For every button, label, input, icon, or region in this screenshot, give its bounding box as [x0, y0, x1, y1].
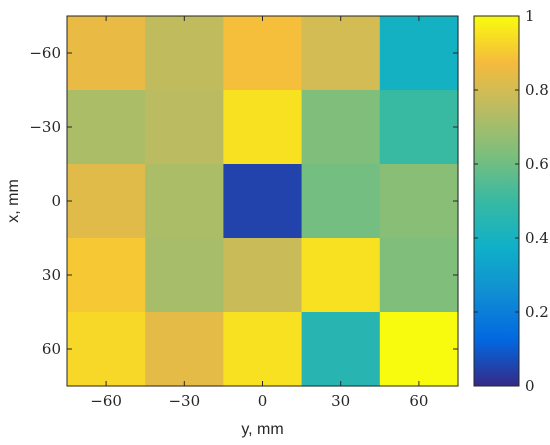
heatmap-cell [145, 164, 224, 239]
colorbar-frame [473, 15, 520, 387]
heatmap-cell [379, 164, 459, 239]
heatmap-cell [67, 238, 146, 313]
colorbar [474, 16, 519, 386]
heatmap-cell [379, 16, 459, 91]
y-tick-label: 30 [42, 266, 61, 284]
x-tick-label: −60 [90, 392, 122, 410]
heatmap-cell [145, 312, 224, 387]
x-axis-label: y, mm [241, 421, 283, 438]
heatmap-cell [223, 164, 303, 239]
colorbar-tick-label: 0.2 [525, 303, 549, 321]
heatmap-cell [145, 90, 224, 165]
x-tick-label: −30 [168, 392, 200, 410]
heatmap-cell [379, 90, 459, 165]
heatmap-cell [301, 164, 381, 239]
y-tick-label: −60 [29, 44, 61, 62]
y-tick-label: 0 [51, 192, 61, 210]
heatmap-cell [67, 312, 146, 387]
heatmap-cell [379, 238, 459, 313]
y-tick-label: 60 [42, 340, 61, 358]
heatmap-cell [301, 16, 381, 91]
heatmap-cell [67, 164, 146, 239]
heatmap-cell [301, 312, 381, 387]
heatmap-cell [145, 238, 224, 313]
heatmap-cell [223, 312, 303, 387]
heatmap-cell [301, 238, 381, 313]
heatmap-cell [145, 16, 224, 91]
colorbar-tick-label: 0.4 [525, 229, 549, 247]
heatmap-cell [379, 312, 459, 387]
colorbar-axis: 0 0.2 0.4 0.6 0.8 1 [474, 7, 549, 395]
colorbar-tick-label: 0.6 [525, 155, 549, 173]
x-tick-label: 60 [409, 392, 428, 410]
heatmap-cell [223, 90, 303, 165]
colorbar-tick-label: 0 [525, 377, 535, 395]
y-axis: −60 −30 0 30 60 [29, 44, 458, 358]
x-tick-label: 30 [331, 392, 350, 410]
heatmap-cell [223, 16, 303, 91]
heatmap-cell [67, 16, 146, 91]
x-axis: −60 −30 0 30 60 [90, 16, 428, 410]
x-tick-label: 0 [258, 392, 268, 410]
heatmap-cell [223, 238, 303, 313]
colorbar-tick-label: 1 [525, 7, 535, 25]
colorbar-tick-label: 0.8 [525, 81, 549, 99]
y-tick-label: −30 [29, 118, 61, 136]
y-axis-label: x, mm [5, 179, 22, 223]
heatmap-cell [301, 90, 381, 165]
heatmap-cells [67, 16, 459, 387]
heatmap-cell [67, 90, 146, 165]
